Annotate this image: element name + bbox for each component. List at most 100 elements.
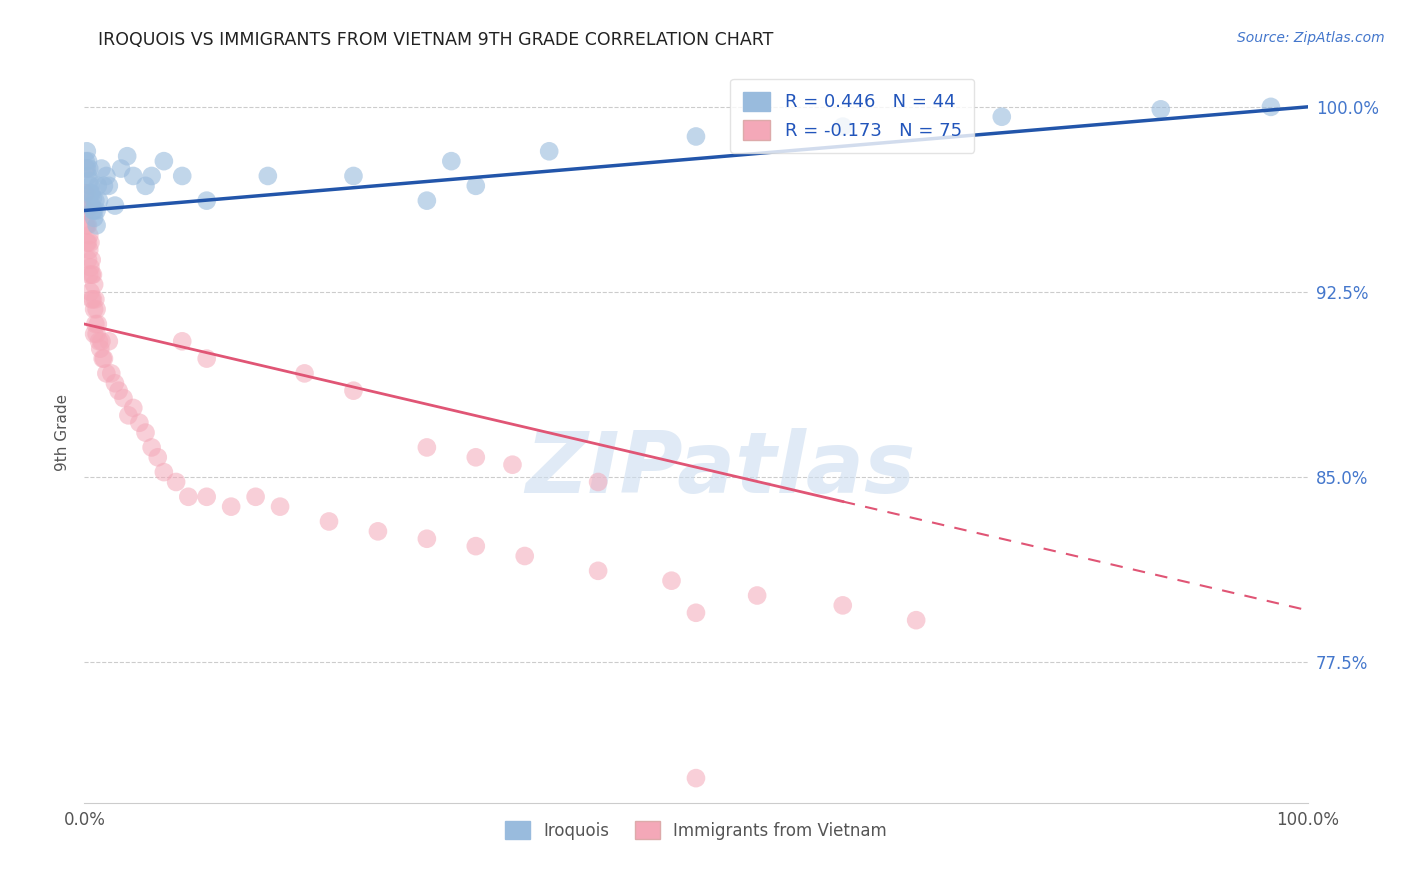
Point [440,154,463,169]
Point [86,302,108,317]
Point [79,260,101,275]
Point [416,441,439,455]
Point [195,194,218,208]
Point [538,145,561,159]
Point [219,500,242,514]
Point [464,450,486,465]
Point [991,110,1014,124]
Point [76,161,98,176]
Point [586,475,609,489]
Point [80,252,103,267]
Point [661,574,683,588]
Point [77,169,100,183]
Point [141,441,163,455]
Point [177,490,200,504]
Text: IROQUOIS VS IMMIGRANTS FROM VIETNAM 9TH GRADE CORRELATION CHART: IROQUOIS VS IMMIGRANTS FROM VIETNAM 9TH … [98,31,773,49]
Point [104,376,127,391]
Point [153,465,176,479]
Point [146,450,169,465]
Point [82,191,104,205]
Point [93,351,115,366]
Point [75,219,97,233]
Point [747,589,769,603]
Point [294,367,316,381]
Point [77,235,100,250]
Point [84,317,107,331]
Point [86,219,108,233]
Point [464,539,486,553]
Point [96,367,118,381]
Point [77,243,100,257]
Point [416,532,439,546]
Point [905,613,928,627]
Point [100,367,122,381]
Point [86,326,108,341]
Point [76,186,98,201]
Point [112,391,135,405]
Point [82,203,104,218]
Point [257,169,280,183]
Point [77,228,100,243]
Point [90,161,112,176]
Point [87,317,110,331]
Point [318,515,340,529]
Point [122,169,145,183]
Point [128,416,150,430]
Point [96,169,118,183]
Point [80,186,103,201]
Point [82,293,104,307]
Text: Source: ZipAtlas.com: Source: ZipAtlas.com [1237,31,1385,45]
Point [195,490,218,504]
Point [83,203,105,218]
Point [165,475,187,489]
Point [77,252,100,267]
Point [80,268,103,282]
Point [153,154,176,169]
Point [141,169,163,183]
Point [76,203,98,218]
Point [89,342,111,356]
Point [83,326,105,341]
Point [97,178,120,193]
Point [77,203,100,218]
Point [367,524,389,539]
Point [97,334,120,349]
Point [91,351,114,366]
Point [76,235,98,250]
Point [342,384,364,398]
Y-axis label: 9th Grade: 9th Grade [55,394,70,471]
Point [464,178,486,193]
Legend: Iroquois, Immigrants from Vietnam: Iroquois, Immigrants from Vietnam [499,814,893,847]
Point [831,599,853,613]
Point [93,178,115,193]
Point [83,211,105,225]
Point [77,268,100,282]
Point [84,194,107,208]
Point [122,401,145,415]
Point [76,145,98,159]
Point [79,186,101,201]
Point [77,161,100,176]
Point [502,458,524,472]
Point [79,285,101,299]
Point [107,384,129,398]
Point [115,149,138,163]
Point [90,334,112,349]
Point [84,293,107,307]
Point [1260,100,1282,114]
Point [104,198,127,212]
Point [86,203,108,218]
Point [75,186,97,201]
Point [135,178,157,193]
Point [77,174,100,188]
Point [77,219,100,233]
Point [172,169,194,183]
Point [416,194,439,208]
Point [269,500,291,514]
Point [80,198,103,212]
Point [342,169,364,183]
Point [172,334,194,349]
Point [117,409,139,423]
Point [80,293,103,307]
Point [79,178,101,193]
